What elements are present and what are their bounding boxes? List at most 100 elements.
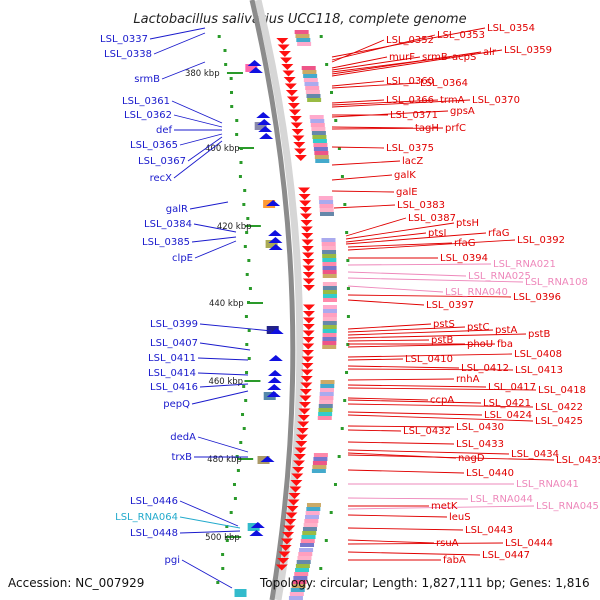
- gene-label-lsl_0387[interactable]: LSL_0387: [408, 213, 456, 224]
- gene-label-lsl_rna041[interactable]: LSL_RNA041: [516, 479, 579, 490]
- gene-label-lsl_0354[interactable]: LSL_0354: [487, 23, 535, 34]
- gene-label-lsl_0352[interactable]: LSL_0352: [386, 35, 434, 46]
- gene-label-lsl_rna040[interactable]: LSL_RNA040: [445, 287, 508, 298]
- gene-label-lsl_0367[interactable]: LSL_0367: [138, 156, 186, 167]
- gene-label-acps[interactable]: acpS: [452, 52, 476, 63]
- gene-label-lsl_0364[interactable]: LSL_0364: [420, 78, 468, 89]
- gene-label-clpe[interactable]: clpE: [172, 253, 193, 264]
- gene-label-lsl_0416[interactable]: LSL_0416: [150, 382, 198, 393]
- gene-label-lsl_0448[interactable]: LSL_0448: [130, 528, 178, 539]
- feature-block: [294, 572, 309, 576]
- gene-label-lsl_0425[interactable]: LSL_0425: [535, 416, 583, 427]
- gene-label-lsl_rna108[interactable]: LSL_RNA108: [525, 277, 588, 288]
- gene-label-lsl_0421[interactable]: LSL_0421: [483, 398, 531, 409]
- gene-label-lsl_0361[interactable]: LSL_0361: [122, 96, 170, 107]
- gene-label-lsl_0411[interactable]: LSL_0411: [148, 353, 196, 364]
- gene-label-lsl_rna045[interactable]: LSL_RNA045: [536, 501, 599, 512]
- gene-label-psts[interactable]: pstS: [433, 319, 455, 330]
- gene-label-lsl_0383[interactable]: LSL_0383: [397, 200, 445, 211]
- gene-label-pgi[interactable]: pgi: [165, 555, 180, 566]
- gene-label-lsl_0430[interactable]: LSL_0430: [456, 422, 504, 433]
- feature-block: [295, 564, 310, 568]
- gene-label-lsl_0432[interactable]: LSL_0432: [403, 426, 451, 437]
- gene-label-srmb[interactable]: srmB: [422, 52, 448, 63]
- feature-block: [311, 131, 326, 135]
- gene-label-lsl_0353[interactable]: LSL_0353: [437, 30, 485, 41]
- gene-label-lsl_0392[interactable]: LSL_0392: [517, 235, 565, 246]
- gene-label-lsl_0444[interactable]: LSL_0444: [505, 538, 553, 549]
- gene-label-lsl_0410[interactable]: LSL_0410: [405, 354, 453, 365]
- gene-label-faba[interactable]: fabA: [443, 555, 466, 566]
- gene-label-lsl_0408[interactable]: LSL_0408: [514, 349, 562, 360]
- gene-label-lsl_0446[interactable]: LSL_0446: [130, 496, 178, 507]
- gene-label-lsl_0385[interactable]: LSL_0385: [142, 237, 190, 248]
- gene-label-lsl_0433[interactable]: LSL_0433: [456, 439, 504, 450]
- gene-label-metk[interactable]: metK: [431, 501, 458, 512]
- gene-label-pstc[interactable]: pstC: [467, 322, 489, 333]
- gene-label-galk[interactable]: galK: [394, 170, 416, 181]
- gene-label-psta[interactable]: pstA: [495, 325, 517, 336]
- gene-label-ccpa[interactable]: ccpA: [430, 395, 454, 406]
- gene-label-lsl_0418[interactable]: LSL_0418: [538, 385, 586, 396]
- gene-label-lsl_0365[interactable]: LSL_0365: [130, 140, 178, 151]
- gene-label-tagh[interactable]: tagH: [415, 123, 439, 134]
- gene-label-deda[interactable]: dedA: [170, 432, 196, 443]
- gene-label-trxb[interactable]: trxB: [171, 452, 192, 463]
- gene-label-lsl_rna064[interactable]: LSL_RNA064: [115, 512, 178, 523]
- gene-label-lsl_0422[interactable]: LSL_0422: [535, 402, 583, 413]
- gene-label-pstb[interactable]: pstB: [431, 335, 453, 346]
- gene-label-lsl_0443[interactable]: LSL_0443: [465, 525, 513, 536]
- gene-label-rfag[interactable]: rfaG: [488, 228, 510, 239]
- gene-label-alr[interactable]: alr: [483, 47, 497, 58]
- gene-label-lsl_0338[interactable]: LSL_0338: [104, 49, 152, 60]
- gene-label-lacz[interactable]: lacZ: [402, 156, 423, 167]
- gene-label-lsl_0362[interactable]: LSL_0362: [124, 110, 172, 121]
- connector-lsl_0432: [347, 429, 402, 432]
- gene-label-phou[interactable]: phoU: [467, 339, 493, 350]
- gene-label-lsl_0424[interactable]: LSL_0424: [484, 410, 532, 421]
- gene-label-lsl_0375[interactable]: LSL_0375: [386, 143, 434, 154]
- gene-label-rsua[interactable]: rsuA: [436, 538, 459, 549]
- gene-label-lsl_0359[interactable]: LSL_0359: [504, 45, 552, 56]
- gene-label-nagd[interactable]: nagD: [458, 453, 485, 464]
- gene-label-lsl_0413[interactable]: LSL_0413: [515, 365, 563, 376]
- gene-label-lsl_0434[interactable]: LSL_0434: [511, 449, 559, 460]
- gene-label-lsl_0414[interactable]: LSL_0414: [148, 368, 196, 379]
- gene-label-lsl_0412[interactable]: LSL_0412: [461, 363, 509, 374]
- gene-label-lsl_0396[interactable]: LSL_0396: [513, 292, 561, 303]
- gene-label-srmb[interactable]: srmB: [134, 74, 160, 85]
- gene-label-ptsh[interactable]: ptsH: [456, 218, 479, 229]
- gene-label-prfc[interactable]: prfC: [445, 123, 466, 134]
- gene-label-galr[interactable]: galR: [166, 204, 188, 215]
- gene-label-leus[interactable]: leuS: [449, 512, 471, 523]
- gene-label-ptsi[interactable]: ptsI: [428, 228, 446, 239]
- gene-label-lsl_0366[interactable]: LSL_0366: [386, 95, 434, 106]
- gene-label-pepq[interactable]: pepQ: [163, 399, 190, 410]
- gene-label-gpsa[interactable]: gpsA: [450, 106, 475, 117]
- gene-label-lsl_rna025[interactable]: LSL_RNA025: [468, 271, 531, 282]
- gene-label-lsl_0384[interactable]: LSL_0384: [144, 219, 192, 230]
- gene-label-pstb[interactable]: pstB: [528, 329, 550, 340]
- gene-label-lsl_0435[interactable]: LSL_0435: [556, 455, 600, 466]
- gene-label-recx[interactable]: recX: [150, 173, 173, 184]
- gene-label-lsl_0360[interactable]: LSL_0360: [386, 76, 434, 87]
- gene-label-lsl_0394[interactable]: LSL_0394: [440, 253, 488, 264]
- gene-label-trma[interactable]: trmA: [440, 95, 465, 106]
- gene-label-murf[interactable]: murF: [389, 52, 415, 63]
- gene-label-lsl_0447[interactable]: LSL_0447: [482, 550, 530, 561]
- gene-label-gale[interactable]: galE: [396, 187, 418, 198]
- gene-label-rfag[interactable]: rfaG: [454, 238, 476, 249]
- gene-label-fba[interactable]: fba: [497, 339, 513, 350]
- gene-label-lsl_0440[interactable]: LSL_0440: [466, 468, 514, 479]
- gene-label-def[interactable]: def: [156, 125, 173, 136]
- gene-label-lsl_0397[interactable]: LSL_0397: [426, 300, 474, 311]
- gene-label-lsl_rna044[interactable]: LSL_RNA044: [470, 494, 533, 505]
- gene-label-lsl_0370[interactable]: LSL_0370: [472, 95, 520, 106]
- gene-label-rnha[interactable]: rnhA: [456, 374, 480, 385]
- gene-label-lsl_0337[interactable]: LSL_0337: [100, 34, 148, 45]
- gene-label-lsl_0371[interactable]: LSL_0371: [390, 110, 438, 121]
- gene-label-lsl_0407[interactable]: LSL_0407: [150, 338, 198, 349]
- gene-label-lsl_rna021[interactable]: LSL_RNA021: [493, 259, 556, 270]
- gene-label-lsl_0417[interactable]: LSL_0417: [488, 382, 536, 393]
- gene-label-lsl_0399[interactable]: LSL_0399: [150, 319, 198, 330]
